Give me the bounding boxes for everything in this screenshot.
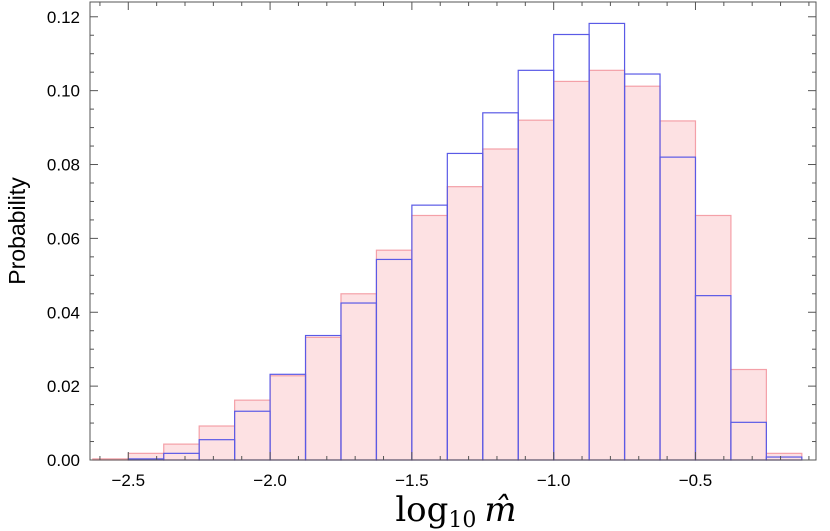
x-tick-label: −1.0 [537,471,571,490]
filled-bar [163,443,200,461]
filled-bar [730,368,767,461]
filled-bar [269,375,307,461]
y-tick-label: 0.12 [47,8,80,27]
x-axis-label: log10 m̂ [395,490,516,531]
filled-bar [340,293,378,461]
y-tick-labels: 0.00 0.02 0.04 0.06 0.08 0.10 0.12 [47,8,80,470]
filled-bar [659,120,697,461]
plot-frame [89,1,817,461]
y-tick-label: 0.10 [47,82,80,101]
filled-bar [198,425,236,461]
filled-bar [375,249,413,461]
filled-bar [588,69,626,461]
x-tick-label: −0.5 [679,471,713,490]
filled-bar [623,85,661,461]
filled-bar [517,119,555,461]
filled-bar [411,214,448,461]
x-tick-label: −2.5 [112,471,146,490]
x-tick-label: −1.5 [395,471,429,490]
y-tick-label: 0.00 [47,451,80,470]
y-tick-label: 0.08 [47,156,80,175]
x-axis-label-subscript: 10 [448,508,476,531]
x-axis-label-variable: m̂ [484,490,516,530]
axis-ticks [90,2,816,461]
filled-bar [446,186,484,461]
x-tick-labels: −2.5 −2.0 −1.5 −1.0 −0.5 [112,471,713,490]
filled-bar [304,336,342,461]
filled-bar [482,148,519,461]
y-axis-label: Probability [4,177,30,285]
y-tick-label: 0.02 [47,377,80,396]
filled-bar [234,399,271,461]
y-tick-label: 0.06 [47,229,80,248]
x-axis-label-main: log [395,490,448,530]
filled-bar [694,214,732,461]
filled-bar [553,80,590,461]
y-tick-label: 0.04 [47,303,80,322]
x-tick-label: −2.0 [253,471,287,490]
